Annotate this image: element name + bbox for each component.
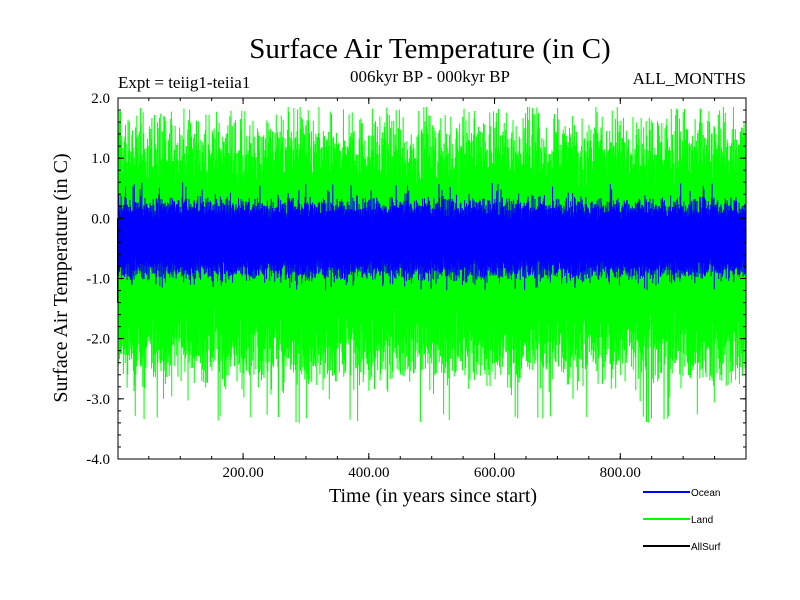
plot-series — [117, 107, 747, 423]
plot-frame — [117, 97, 747, 460]
legend-label-ocean: Ocean — [691, 488, 720, 499]
chart-subtitle-left: Expt = teiig1-teiia1 — [118, 73, 250, 92]
y-tick-label: -4.0 — [86, 452, 110, 468]
series-line-ocean — [117, 182, 747, 291]
y-tick-label: -2.0 — [86, 332, 110, 348]
series-line-land — [117, 107, 747, 423]
legend: Ocean Land AllSurf — [643, 488, 721, 553]
x-tick-label: 400.00 — [348, 465, 389, 481]
legend-label-land: Land — [691, 515, 713, 526]
y-tick-label: 2.0 — [91, 91, 110, 107]
y-tick-label: 0.0 — [91, 211, 110, 227]
legend-label-allsurf: AllSurf — [691, 542, 721, 553]
chart-subtitle-center: 006kyr BP - 000kyr BP — [350, 67, 510, 86]
y-tick-label: -1.0 — [86, 272, 110, 288]
x-tick-label: 800.00 — [600, 465, 641, 481]
x-tick-label: 600.00 — [474, 465, 515, 481]
axis-ticks: 2.0 1.0 0.0 -1.0 -2.0 -3.0 -4.0 200.00 400.00 600… — [86, 91, 746, 481]
x-tick-label: 200.00 — [222, 465, 263, 481]
chart-subtitle-right: ALL_MONTHS — [633, 69, 746, 88]
x-axis-label: Time (in years since start) — [329, 485, 537, 507]
y-axis-label: Surface Air Temperature (in C) — [50, 153, 72, 402]
chart-title: Surface Air Temperature (in C) — [249, 33, 610, 65]
y-tick-label: 1.0 — [91, 151, 110, 167]
y-tick-label: -3.0 — [86, 392, 110, 408]
